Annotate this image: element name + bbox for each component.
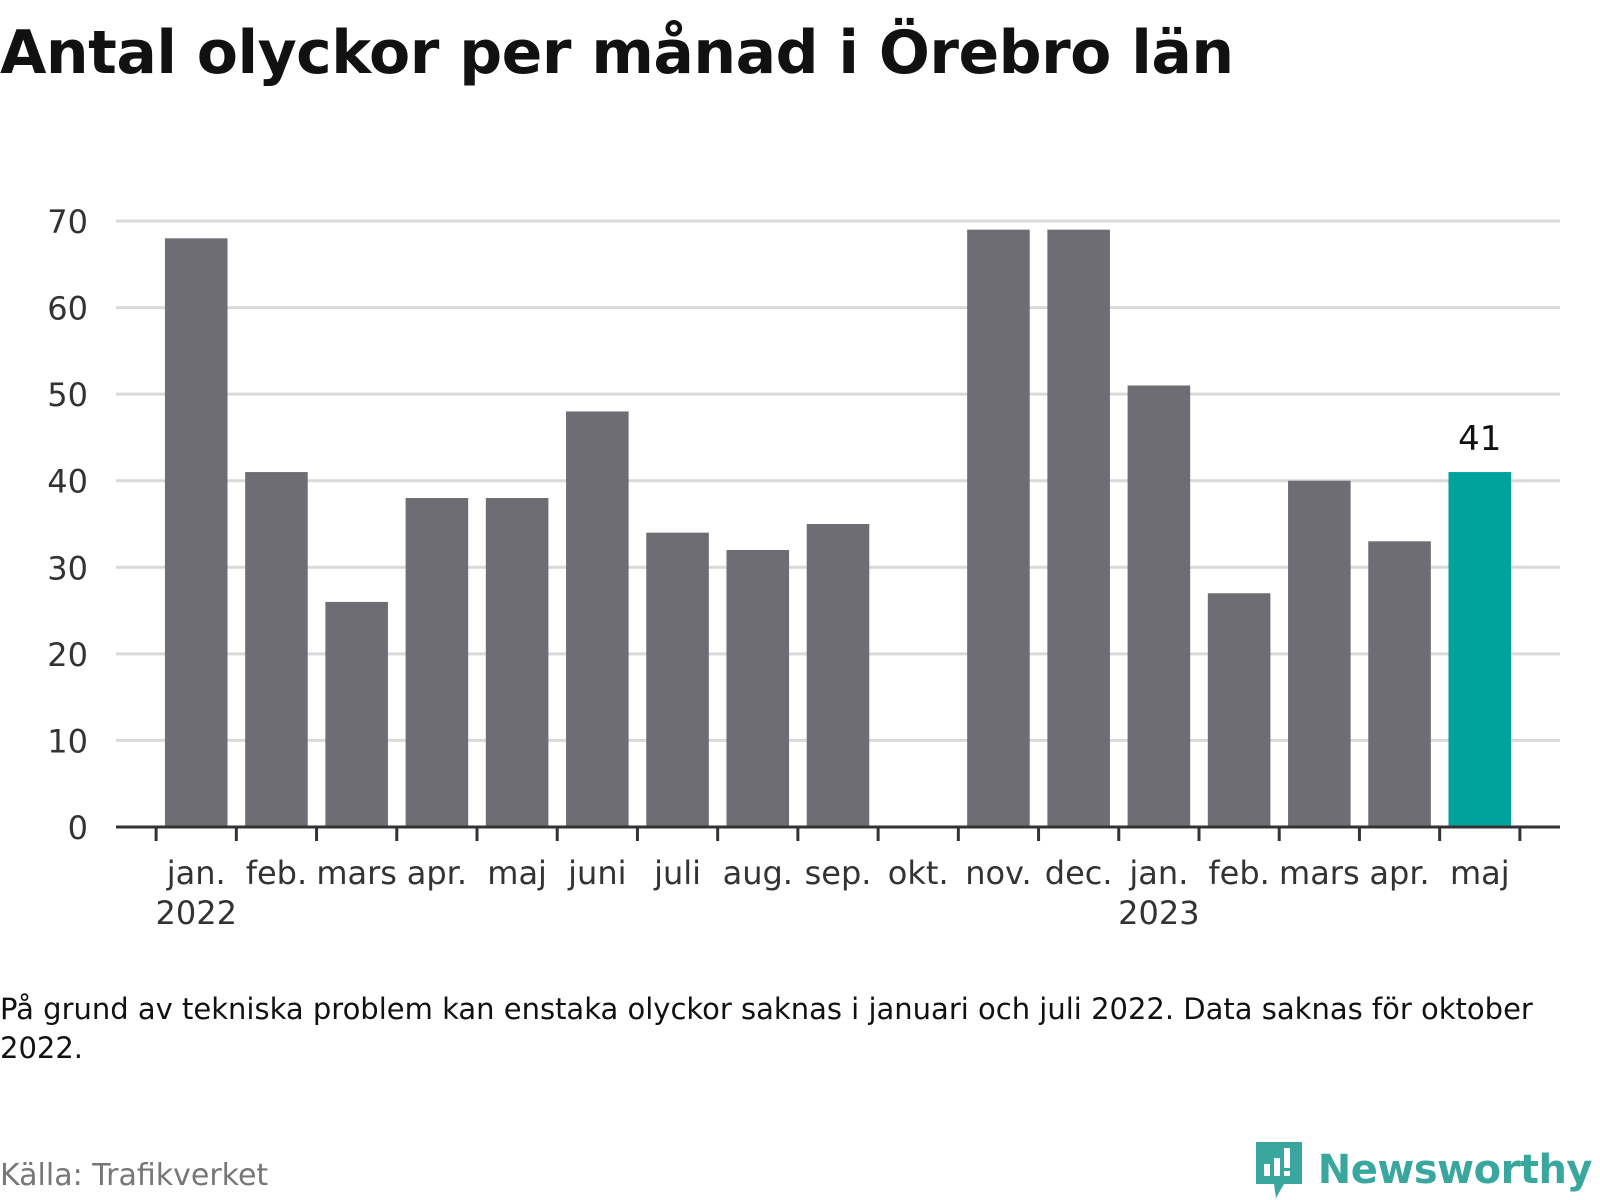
y-tick-label: 10 — [47, 722, 88, 760]
x-tick-label: maj — [487, 854, 547, 892]
x-tick-label: juli — [653, 854, 701, 892]
chart-title: Antal olyckor per månad i Örebro län — [0, 18, 1234, 88]
y-tick-label: 70 — [47, 203, 88, 241]
x-tick-label: mars — [316, 854, 397, 892]
y-tick-label: 50 — [47, 376, 88, 414]
annotations: 41 — [1458, 419, 1501, 459]
bar — [1127, 385, 1191, 827]
bar — [325, 601, 388, 827]
y-tick-label: 60 — [47, 290, 88, 328]
bar — [245, 472, 308, 827]
bar — [726, 549, 790, 827]
chart-footnote: På grund av tekniska problem kan enstaka… — [0, 992, 1533, 1065]
bar — [485, 498, 549, 827]
y-axis-tick-labels: 0 10 20 30 40 50 60 70 — [47, 203, 88, 847]
bar — [566, 411, 629, 827]
x-tick-label: feb. — [246, 854, 307, 892]
x-tick-label: okt. — [888, 854, 949, 892]
x-tick-label: apr. — [1369, 854, 1429, 892]
newsworthy-logo[interactable]: Newsworthy — [1254, 1140, 1593, 1200]
x-tick-label: jan. — [166, 854, 226, 892]
x-year-label: 2022 — [156, 894, 237, 932]
source-label: Källa: Trafikverket — [0, 1158, 269, 1193]
y-tick-label: 40 — [47, 463, 88, 501]
x-tick-label: sep. — [805, 854, 872, 892]
y-tick-label: 20 — [47, 636, 88, 674]
x-tick-label: jan. — [1128, 854, 1188, 892]
bar — [806, 524, 870, 827]
x-tick-label: mars — [1279, 854, 1360, 892]
bar — [1047, 229, 1110, 827]
bar — [164, 238, 228, 828]
y-tick-label: 0 — [68, 809, 88, 847]
x-axis-tick-labels: jan. feb. mars apr. maj juni juli aug. sep. okt. n… — [156, 854, 1510, 932]
bar — [405, 498, 469, 827]
bars — [164, 229, 1512, 828]
bar — [1368, 541, 1431, 827]
bar-highlighted — [1448, 472, 1512, 827]
data-label-highlighted: 41 — [1458, 419, 1501, 459]
bar — [1207, 593, 1271, 827]
newsworthy-chart-bubble-icon — [1255, 1142, 1302, 1198]
x-year-label: 2023 — [1118, 894, 1199, 932]
bar — [1288, 480, 1351, 827]
x-tick-label: aug. — [723, 854, 793, 892]
x-tick-label: dec. — [1045, 854, 1113, 892]
x-tick-label: nov. — [965, 854, 1031, 892]
bar — [646, 532, 709, 827]
x-tick-label: feb. — [1208, 854, 1269, 892]
x-tick-label: maj — [1450, 854, 1510, 892]
x-axis — [116, 825, 1560, 841]
x-tick-label: juni — [567, 854, 626, 892]
x-tick-label: apr. — [407, 854, 467, 892]
bar — [967, 229, 1030, 827]
y-tick-label: 30 — [47, 549, 88, 587]
brand-name: Newsworthy — [1317, 1147, 1593, 1193]
